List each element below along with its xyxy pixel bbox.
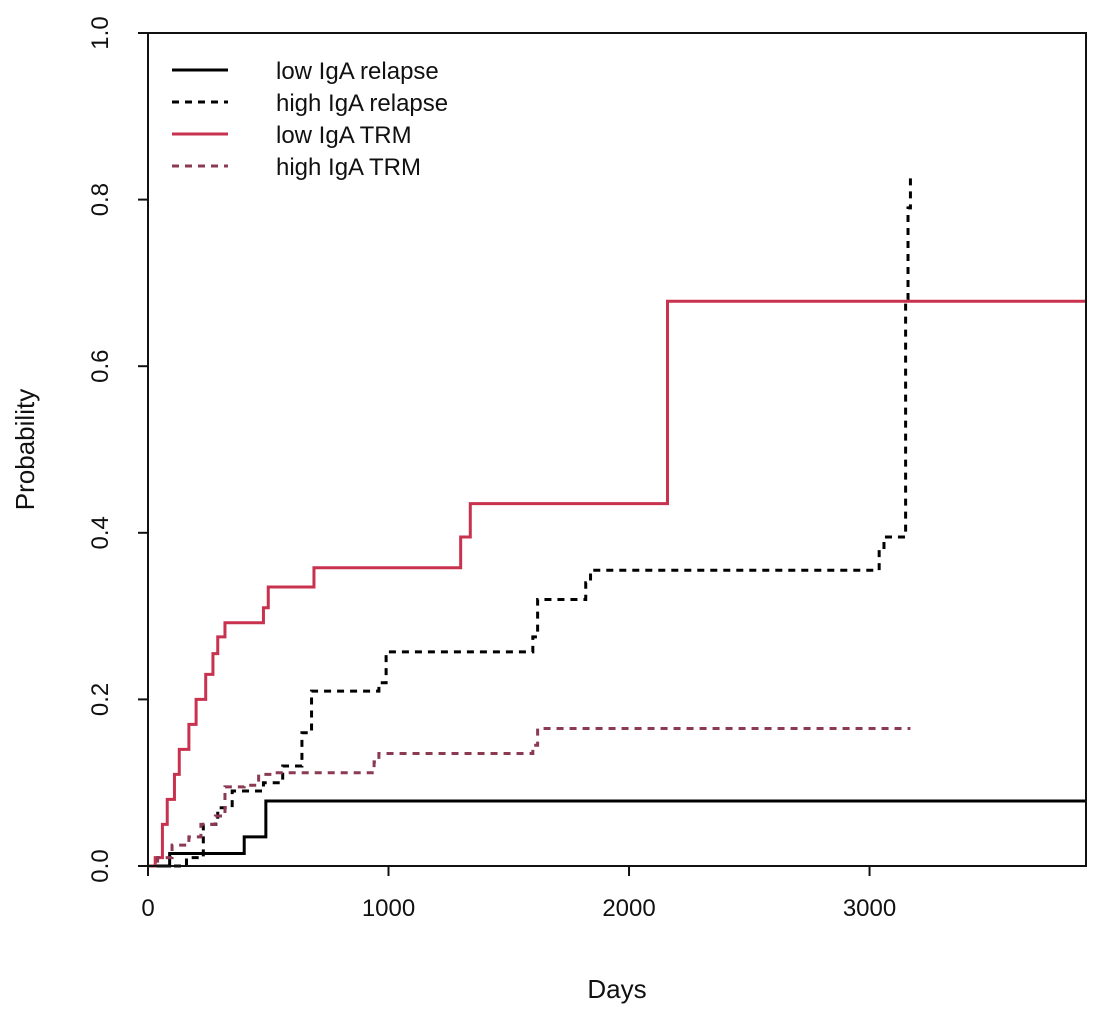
- plot-frame: [147, 32, 1087, 867]
- legend-label: high IgA relapse: [276, 90, 448, 117]
- legend-label: low IgA relapse: [276, 58, 439, 85]
- legend: low IgA relapse high IgA relapse low IgA T…: [172, 58, 448, 181]
- y-tick-label: 0.8: [87, 183, 114, 216]
- x-tick-label: 1000: [362, 895, 415, 922]
- series-line-4: [148, 727, 911, 868]
- ticks-layer: 0 1000 2000 3000 0.0 0.2 0.4 0.6 0.8 1.0: [87, 16, 896, 922]
- x-tick-label: 0: [141, 895, 154, 922]
- series-layer: [148, 174, 1086, 868]
- y-tick-label: 1.0: [87, 16, 114, 49]
- legend-label: high IgA TRM: [276, 154, 421, 181]
- x-axis-title: Days: [587, 974, 646, 1004]
- y-tick-label: 0.2: [87, 683, 114, 716]
- x-tick-label: 2000: [602, 895, 655, 922]
- x-tick-label: 3000: [843, 895, 896, 922]
- series-line-3: [148, 299, 1086, 868]
- legend-label: low IgA TRM: [276, 122, 412, 149]
- series-line-2: [148, 174, 912, 868]
- series-line-1: [148, 799, 1086, 868]
- y-axis-title: Probability: [10, 389, 40, 510]
- y-tick-label: 0.4: [87, 516, 114, 549]
- y-tick-label: 0.6: [87, 350, 114, 383]
- y-tick-label: 0.0: [87, 849, 114, 882]
